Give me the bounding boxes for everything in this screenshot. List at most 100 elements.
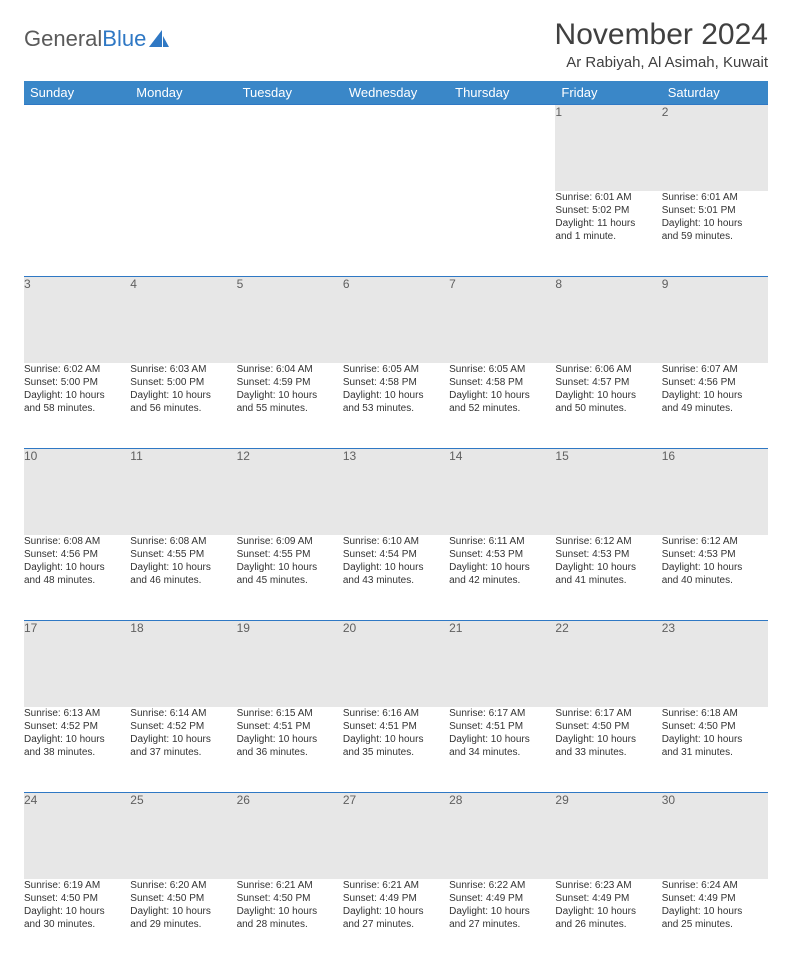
day-number xyxy=(130,105,236,191)
sunrise-text: Sunrise: 6:02 AM xyxy=(24,363,130,376)
logo-sail-icon xyxy=(148,29,170,49)
daylight-text: and 30 minutes. xyxy=(24,918,130,931)
daylight-text: and 36 minutes. xyxy=(237,746,343,759)
sunrise-text: Sunrise: 6:01 AM xyxy=(555,191,661,204)
logo: GeneralBlue xyxy=(24,18,170,52)
daylight-text: and 35 minutes. xyxy=(343,746,449,759)
sunset-text: Sunset: 4:49 PM xyxy=(662,892,768,905)
sunset-text: Sunset: 4:53 PM xyxy=(662,548,768,561)
day-cell: Sunrise: 6:21 AMSunset: 4:49 PMDaylight:… xyxy=(343,879,449,965)
daylight-text: Daylight: 10 hours xyxy=(555,733,661,746)
day-cell: Sunrise: 6:06 AMSunset: 4:57 PMDaylight:… xyxy=(555,363,661,449)
sunset-text: Sunset: 5:00 PM xyxy=(24,376,130,389)
day-number xyxy=(237,105,343,191)
sunset-text: Sunset: 4:57 PM xyxy=(555,376,661,389)
sunset-text: Sunset: 4:52 PM xyxy=(24,720,130,733)
sunset-text: Sunset: 4:50 PM xyxy=(130,892,236,905)
sunrise-text: Sunrise: 6:14 AM xyxy=(130,707,236,720)
day-number: 13 xyxy=(343,449,449,535)
sunset-text: Sunset: 4:50 PM xyxy=(237,892,343,905)
daylight-text: Daylight: 10 hours xyxy=(662,561,768,574)
day-number xyxy=(24,105,130,191)
sunset-text: Sunset: 5:02 PM xyxy=(555,204,661,217)
daylight-text: Daylight: 10 hours xyxy=(343,561,449,574)
calendar-table: SundayMondayTuesdayWednesdayThursdayFrid… xyxy=(24,81,768,965)
daylight-text: Daylight: 10 hours xyxy=(343,905,449,918)
sunrise-text: Sunrise: 6:08 AM xyxy=(130,535,236,548)
sunset-text: Sunset: 5:01 PM xyxy=(662,204,768,217)
day-number xyxy=(343,105,449,191)
weekday-header: Friday xyxy=(555,81,661,105)
day-number-row: 24252627282930 xyxy=(24,793,768,879)
sunrise-text: Sunrise: 6:04 AM xyxy=(237,363,343,376)
day-number xyxy=(449,105,555,191)
day-number: 16 xyxy=(662,449,768,535)
day-cell: Sunrise: 6:08 AMSunset: 4:56 PMDaylight:… xyxy=(24,535,130,621)
day-number: 19 xyxy=(237,621,343,707)
weekday-header: Sunday xyxy=(24,81,130,105)
sunrise-text: Sunrise: 6:05 AM xyxy=(343,363,449,376)
daylight-text: and 31 minutes. xyxy=(662,746,768,759)
day-cell: Sunrise: 6:11 AMSunset: 4:53 PMDaylight:… xyxy=(449,535,555,621)
sunrise-text: Sunrise: 6:06 AM xyxy=(555,363,661,376)
day-number: 23 xyxy=(662,621,768,707)
day-cell: Sunrise: 6:10 AMSunset: 4:54 PMDaylight:… xyxy=(343,535,449,621)
daylight-text: Daylight: 10 hours xyxy=(237,905,343,918)
daylight-text: Daylight: 10 hours xyxy=(662,217,768,230)
day-content-row: Sunrise: 6:02 AMSunset: 5:00 PM Daylight:… xyxy=(24,363,768,449)
daylight-text: and 26 minutes. xyxy=(555,918,661,931)
daylight-text: Daylight: 10 hours xyxy=(449,389,555,402)
daylight-text: Daylight: 10 hours xyxy=(237,733,343,746)
sunset-text: Sunset: 4:53 PM xyxy=(449,548,555,561)
day-cell: Sunrise: 6:13 AMSunset: 4:52 PMDaylight:… xyxy=(24,707,130,793)
day-cell: Sunrise: 6:07 AMSunset: 4:56 PMDaylight:… xyxy=(662,363,768,449)
sunset-text: Sunset: 4:55 PM xyxy=(130,548,236,561)
sunrise-text: Sunrise: 6:13 AM xyxy=(24,707,130,720)
day-cell: Sunrise: 6:21 AMSunset: 4:50 PMDaylight:… xyxy=(237,879,343,965)
sunrise-text: Sunrise: 6:10 AM xyxy=(343,535,449,548)
daylight-text: and 55 minutes. xyxy=(237,402,343,415)
day-number: 28 xyxy=(449,793,555,879)
day-cell: Sunrise: 6:16 AMSunset: 4:51 PMDaylight:… xyxy=(343,707,449,793)
daylight-text: and 38 minutes. xyxy=(24,746,130,759)
day-number: 18 xyxy=(130,621,236,707)
sunset-text: Sunset: 4:58 PM xyxy=(343,376,449,389)
daylight-text: and 49 minutes. xyxy=(662,402,768,415)
daylight-text: and 33 minutes. xyxy=(555,746,661,759)
day-cell xyxy=(449,191,555,277)
day-number-row: 12 xyxy=(24,105,768,191)
daylight-text: Daylight: 10 hours xyxy=(449,905,555,918)
day-content-row: Sunrise: 6:01 AMSunset: 5:02 PMDaylight:… xyxy=(24,191,768,277)
sunset-text: Sunset: 4:52 PM xyxy=(130,720,236,733)
daylight-text: and 29 minutes. xyxy=(130,918,236,931)
day-cell: Sunrise: 6:20 AMSunset: 4:50 PMDaylight:… xyxy=(130,879,236,965)
weekday-header: Saturday xyxy=(662,81,768,105)
day-number: 8 xyxy=(555,277,661,363)
daylight-text: and 56 minutes. xyxy=(130,402,236,415)
sunrise-text: Sunrise: 6:21 AM xyxy=(343,879,449,892)
day-number: 11 xyxy=(130,449,236,535)
daylight-text: Daylight: 10 hours xyxy=(449,561,555,574)
daylight-text: and 42 minutes. xyxy=(449,574,555,587)
header: GeneralBlue November 2024 Ar Rabiyah, Al… xyxy=(24,18,768,77)
daylight-text: and 53 minutes. xyxy=(343,402,449,415)
sunset-text: Sunset: 4:51 PM xyxy=(343,720,449,733)
weekday-header: Tuesday xyxy=(237,81,343,105)
daylight-text: Daylight: 10 hours xyxy=(662,389,768,402)
day-cell: Sunrise: 6:04 AMSunset: 4:59 PMDaylight:… xyxy=(237,363,343,449)
day-cell: Sunrise: 6:12 AMSunset: 4:53 PMDaylight:… xyxy=(555,535,661,621)
daylight-text: and 52 minutes. xyxy=(449,402,555,415)
sunset-text: Sunset: 4:54 PM xyxy=(343,548,449,561)
daylight-text: and 48 minutes. xyxy=(24,574,130,587)
day-number-row: 17181920212223 xyxy=(24,621,768,707)
day-number: 17 xyxy=(24,621,130,707)
day-number: 15 xyxy=(555,449,661,535)
sunset-text: Sunset: 4:49 PM xyxy=(555,892,661,905)
title-block: November 2024 Ar Rabiyah, Al Asimah, Kuw… xyxy=(555,18,768,77)
day-cell: Sunrise: 6:01 AMSunset: 5:02 PMDaylight:… xyxy=(555,191,661,277)
daylight-text: Daylight: 10 hours xyxy=(130,733,236,746)
sunrise-text: Sunrise: 6:12 AM xyxy=(662,535,768,548)
day-number: 29 xyxy=(555,793,661,879)
daylight-text: and 41 minutes. xyxy=(555,574,661,587)
sunrise-text: Sunrise: 6:24 AM xyxy=(662,879,768,892)
